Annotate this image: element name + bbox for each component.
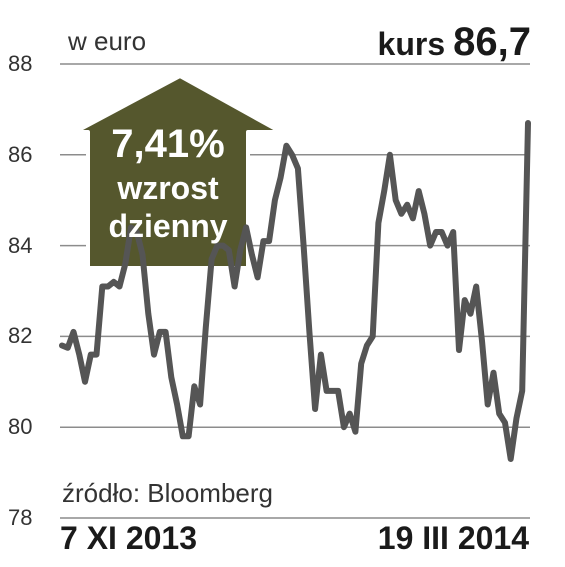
y-tick-84: 84 [8,232,33,258]
y-tick-82: 82 [8,323,33,349]
current-rate-label: kurs [377,26,446,62]
badge-shape [73,74,283,270]
badge-line-1: wzrost [117,170,219,206]
y-tick-86: 86 [8,141,33,167]
badge-percent: 7,41% [111,122,225,166]
unit-label: w euro [68,26,147,56]
x-label-end: 19 III 2014 [377,520,529,556]
badge-line-2: dzienny [108,208,228,244]
price-series [59,120,531,462]
y-tick-80: 80 [8,414,33,440]
x-label-start: 7 XI 2013 [60,520,197,556]
y-tick-88: 88 [8,51,33,76]
current-rate-value: 86,7 [453,20,531,64]
growth-badge-arrow [73,74,283,270]
source-note: źródło: Bloomberg [62,478,273,508]
series-line [59,120,531,462]
y-tick-78: 78 [8,505,33,530]
current-rate: kurs 86,7 [378,20,531,65]
